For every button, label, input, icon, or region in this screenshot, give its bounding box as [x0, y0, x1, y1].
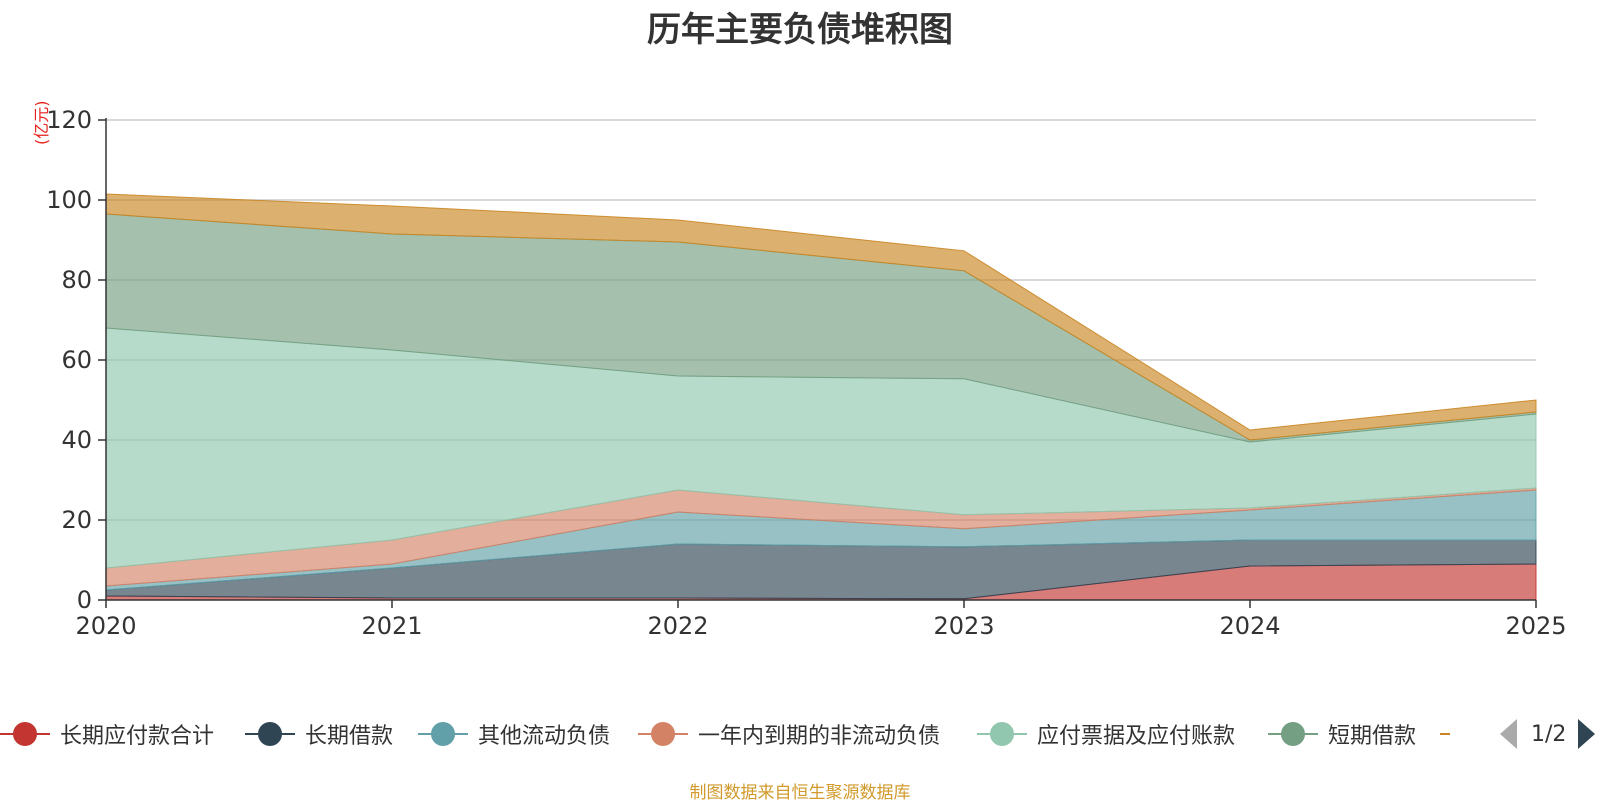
data-source-note: 制图数据来自恒生聚源数据库 [689, 783, 911, 803]
legend-label: 其他流动负债 [478, 724, 611, 749]
x-tick-label: 2023 [933, 612, 994, 640]
legend-marker-icon [245, 712, 295, 756]
legend-label: 长期借款 [305, 724, 394, 749]
pager-page-text: 1/2 [1531, 721, 1567, 747]
x-tick-label: 2022 [647, 612, 708, 640]
legend-marker-icon [1440, 733, 1450, 735]
y-tick-label: 120 [46, 106, 92, 134]
area-series [105, 193, 1537, 601]
legend-marker-icon [1268, 712, 1318, 756]
legend-label: 一年内到期的非流动负债 [698, 724, 941, 749]
legend-item-truncated[interactable] [1440, 712, 1450, 756]
x-tick-label: 2024 [1219, 612, 1280, 640]
legend-marker-icon [638, 712, 688, 756]
x-tick-label: 2021 [361, 612, 422, 640]
y-tick-label: 40 [61, 426, 92, 454]
legend-label: 应付票据及应付账款 [1037, 724, 1236, 749]
legend-item[interactable]: 应付票据及应付账款 [977, 712, 1235, 756]
legend-marker-icon [418, 712, 468, 756]
legend-item[interactable]: 长期借款 [245, 712, 393, 756]
y-tick-label: 100 [46, 186, 92, 214]
y-tick-label: 60 [61, 346, 92, 374]
y-tick-label: 0 [77, 586, 92, 614]
legend-marker-icon [0, 712, 50, 756]
y-axis-ticks: 0 20 40 60 80 100 120 [46, 106, 106, 614]
legend-item[interactable]: 其他流动负债 [418, 712, 610, 756]
legend: 长期应付款合计 长期借款 其他流动负债 一年内到期的非流动负债 应付票据及应付账… [0, 712, 1600, 756]
legend-item[interactable]: 一年内到期的非流动负债 [638, 712, 940, 756]
pager-next-icon[interactable] [1578, 719, 1596, 749]
pager-prev-icon[interactable] [1500, 719, 1517, 749]
area-chart: 0 20 40 60 80 100 120 2020 2021 2022 2023 2024 2025 [46, 106, 1567, 640]
x-axis-ticks: 2020 2021 2022 2023 2024 2025 [75, 600, 1567, 640]
legend-label: 短期借款 [1328, 724, 1417, 749]
legend-item[interactable]: 短期借款 [1268, 712, 1416, 756]
y-tick-label: 20 [61, 506, 92, 534]
y-tick-label: 80 [61, 266, 92, 294]
legend-label: 长期应付款合计 [60, 724, 215, 749]
legend-pager: 1/2 [1500, 712, 1596, 756]
y-axis-unit: (亿元) [32, 100, 51, 146]
legend-marker-icon [977, 712, 1027, 756]
area-其他 [105, 193, 1537, 441]
legend-item[interactable]: 长期应付款合计 [0, 712, 214, 756]
chart-title: 历年主要负债堆积图 [647, 10, 953, 50]
x-tick-label: 2020 [75, 612, 136, 640]
x-tick-label: 2025 [1505, 612, 1566, 640]
